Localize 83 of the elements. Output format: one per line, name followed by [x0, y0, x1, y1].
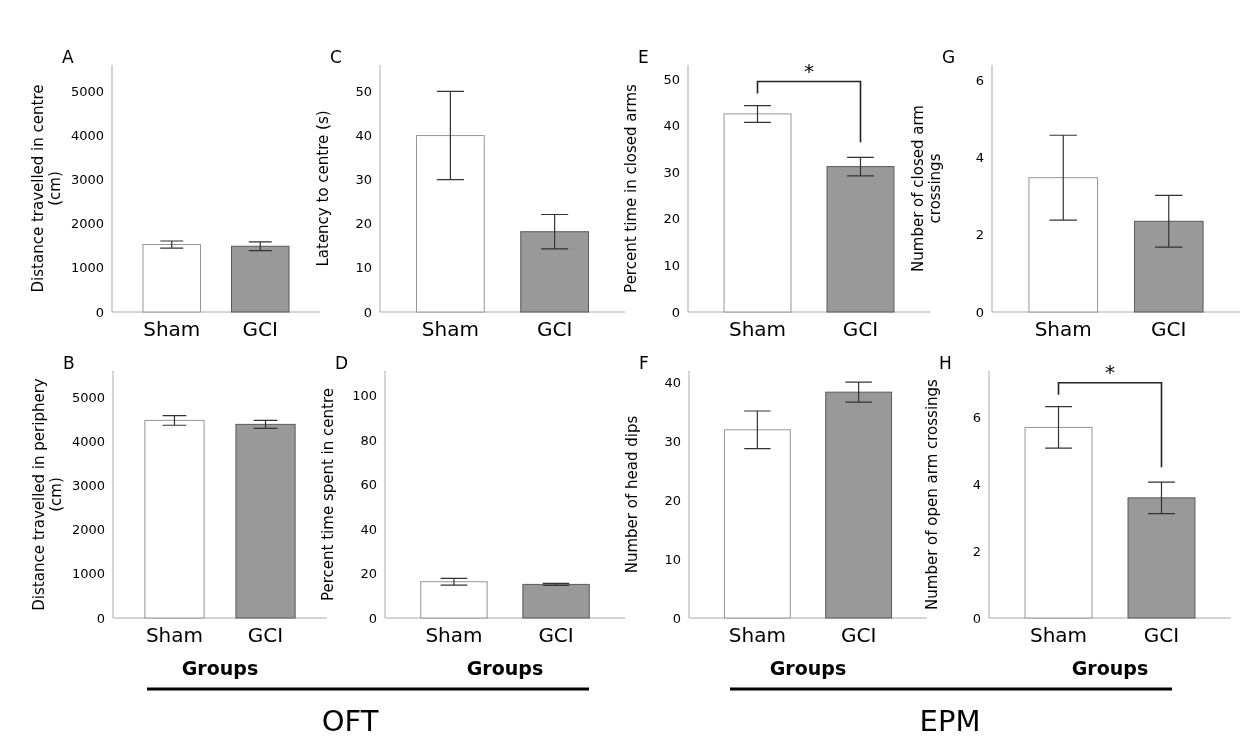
y-axis-title: Number of head dips: [623, 415, 641, 574]
y-axis-title: Number of open arm crossings: [923, 378, 941, 610]
y-tick-label: 40: [355, 128, 372, 144]
chart-title: E: [638, 47, 649, 67]
x-axis-title: Groups: [181, 657, 259, 679]
y-tick-label: 6: [975, 72, 984, 88]
y-tick-label: 1000: [70, 260, 104, 276]
x-tick-label: GCI: [538, 623, 574, 647]
y-tick-label: 3000: [71, 478, 105, 494]
x-tick-label: GCI: [1151, 317, 1187, 341]
x-tick-label: GCI: [242, 317, 278, 341]
y-tick-label: 6: [972, 410, 981, 426]
chart-title: G: [942, 47, 956, 67]
y-tick-label: 20: [355, 216, 372, 232]
y-tick-label: 0: [96, 610, 105, 626]
y-tick-label: 0: [671, 304, 680, 320]
y-tick-label: 4000: [71, 434, 105, 450]
y-tick-label: 60: [360, 477, 377, 493]
y-tick-label: 0: [95, 304, 104, 320]
x-tick-label: Sham: [425, 623, 483, 647]
x-tick-label: GCI: [536, 317, 573, 341]
y-tick-label: 100: [352, 388, 377, 404]
y-tick-label: 50: [355, 84, 372, 100]
y-axis-title: Percent time in closed arms: [622, 83, 640, 293]
y-tick-label: 20: [663, 211, 680, 227]
y-tick-label: 50: [663, 71, 680, 87]
y-axis-title: Latency to centre (s): [314, 110, 332, 267]
y-tick-label: 0: [368, 610, 377, 626]
y-tick-label: 30: [355, 172, 372, 188]
chart-title: A: [62, 47, 74, 67]
x-tick-label: Sham: [728, 317, 787, 341]
y-tick-label: 10: [664, 551, 681, 567]
x-tick-label: Sham: [145, 623, 204, 647]
x-tick-label: GCI: [1143, 623, 1180, 647]
x-tick-label: Sham: [1029, 623, 1088, 647]
y-tick-label: 5000: [70, 84, 104, 100]
x-tick-label: GCI: [247, 623, 284, 647]
x-tick-label: GCI: [840, 623, 877, 647]
y-tick-label: 80: [360, 432, 377, 448]
y-tick-label: 2: [972, 543, 981, 559]
y-tick-label: 5000: [71, 390, 105, 406]
x-tick-label: Sham: [421, 317, 479, 341]
y-axis-title: Distance travelled in centre (cm): [29, 84, 64, 293]
chart-title: C: [330, 47, 342, 67]
y-tick-label: 0: [363, 304, 372, 320]
y-tick-label: 20: [360, 566, 377, 582]
chart-title: B: [63, 353, 75, 373]
x-axis-title: Groups: [1071, 657, 1149, 679]
chart-title: F: [639, 353, 649, 373]
x-axis-title: Groups: [769, 657, 847, 679]
y-tick-label: 30: [663, 164, 680, 180]
y-tick-label: 40: [664, 375, 681, 391]
chart-title: H: [939, 353, 952, 373]
y-tick-label: 30: [664, 434, 681, 450]
y-tick-label: 4: [975, 150, 984, 166]
x-tick-label: Sham: [728, 623, 786, 647]
y-tick-label: 40: [360, 521, 377, 537]
x-tick-label: GCI: [842, 317, 879, 341]
y-tick-label: 20: [664, 492, 681, 508]
y-tick-label: 0: [972, 610, 981, 626]
y-tick-label: 0: [975, 304, 984, 320]
y-tick-label: 10: [663, 257, 680, 273]
x-tick-label: Sham: [1034, 317, 1092, 341]
y-tick-label: 4000: [70, 128, 104, 144]
annotation: *: [804, 58, 814, 83]
text: OFT: [321, 704, 379, 738]
y-tick-label: 3000: [70, 172, 104, 188]
y-axis-title: Number of closed arm crossings: [909, 105, 944, 272]
text: EPM: [919, 704, 981, 738]
y-tick-label: 2000: [71, 522, 105, 538]
y-tick-label: 1000: [71, 566, 105, 582]
y-axis-title: Distance travelled in periphery (cm): [30, 378, 65, 611]
y-tick-label: 2: [975, 227, 984, 243]
y-tick-label: 40: [663, 118, 680, 134]
x-axis-title: Groups: [466, 657, 544, 679]
annotation: *: [1105, 359, 1115, 384]
x-tick-label: Sham: [143, 317, 201, 341]
chart-title: D: [335, 353, 349, 373]
y-axis-title: Percent time spent in centre: [319, 388, 337, 601]
y-tick-label: 4: [972, 477, 981, 493]
y-tick-label: 2000: [70, 216, 104, 232]
y-tick-label: 0: [672, 610, 681, 626]
y-tick-label: 10: [355, 260, 372, 276]
